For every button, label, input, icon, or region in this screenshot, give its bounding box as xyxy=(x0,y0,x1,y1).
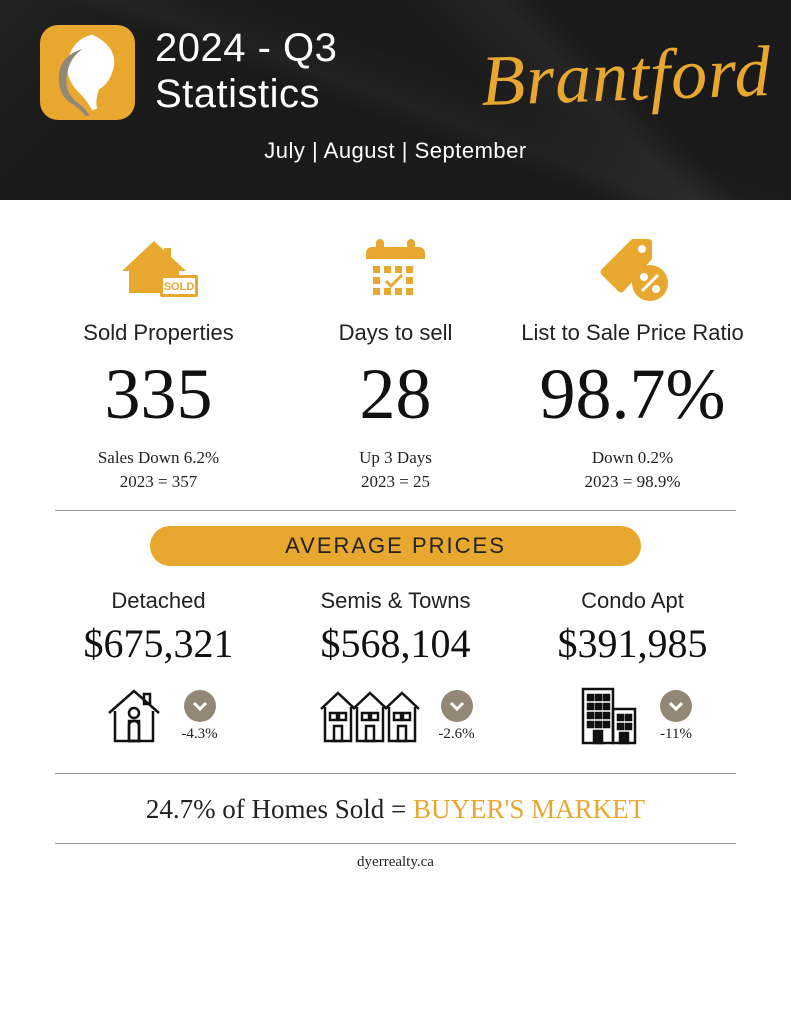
market-prefix: 24.7% of Homes Sold = xyxy=(146,794,413,824)
stat-value: 335 xyxy=(40,358,277,430)
chevron-down-icon xyxy=(184,690,216,722)
change-value: -2.6% xyxy=(438,726,474,743)
brand-script: Brantford xyxy=(479,30,772,123)
section-title-pill: AVERAGE PRICES xyxy=(150,526,641,566)
footer-url: dyerrealty.ca xyxy=(0,844,791,871)
stat-sub2: 2023 = 98.9% xyxy=(514,472,751,492)
price-label: Semis & Towns xyxy=(277,588,514,614)
market-summary: 24.7% of Homes Sold = BUYER'S MARKET xyxy=(0,774,791,843)
price-bottom: -11% xyxy=(514,681,751,751)
price-bottom: -4.3% xyxy=(40,681,277,751)
price-label: Condo Apt xyxy=(514,588,751,614)
svg-text:SOLD: SOLD xyxy=(163,281,194,293)
months-subtitle: July | August | September xyxy=(40,138,751,164)
logo-icon xyxy=(40,25,135,120)
stat-ratio: List to Sale Price Ratio 98.7% Down 0.2%… xyxy=(514,230,751,492)
change-group: -2.6% xyxy=(438,690,474,743)
stat-sold: SOLD Sold Properties 335 Sales Down 6.2%… xyxy=(40,230,277,492)
change-group: -11% xyxy=(660,690,692,743)
stat-sub1: Down 0.2% xyxy=(514,448,751,468)
calendar-icon xyxy=(277,230,514,310)
building-icon xyxy=(573,681,648,751)
stat-sub2: 2023 = 357 xyxy=(40,472,277,492)
chevron-down-icon xyxy=(660,690,692,722)
price-bottom: -2.6% xyxy=(277,681,514,751)
house-icon xyxy=(99,681,169,751)
price-detached: Detached $675,321 -4.3% xyxy=(40,588,277,751)
stat-sub2: 2023 = 25 xyxy=(277,472,514,492)
price-value: $391,985 xyxy=(514,620,751,667)
price-value: $675,321 xyxy=(40,620,277,667)
change-value: -11% xyxy=(660,726,692,743)
price-label: Detached xyxy=(40,588,277,614)
header-top: 2024 - Q3 Statistics Brantford xyxy=(40,25,751,120)
stat-days: Days to sell 28 Up 3 Days 2023 = 25 xyxy=(277,230,514,492)
stat-value: 28 xyxy=(277,358,514,430)
chevron-down-icon xyxy=(441,690,473,722)
change-group: -4.3% xyxy=(181,690,217,743)
stat-label: Sold Properties xyxy=(40,320,277,346)
stats-row: SOLD Sold Properties 335 Sales Down 6.2%… xyxy=(0,200,791,510)
stat-sub1: Up 3 Days xyxy=(277,448,514,468)
stat-value: 98.7% xyxy=(514,358,751,430)
market-accent: BUYER'S MARKET xyxy=(413,794,645,824)
price-tag-icon xyxy=(514,230,751,310)
stat-label: List to Sale Price Ratio xyxy=(514,320,751,346)
house-sold-icon: SOLD xyxy=(40,230,277,310)
price-condo: Condo Apt $391,985 -11% xyxy=(514,588,751,751)
prices-row: Detached $675,321 -4.3% Semis & Towns $5… xyxy=(0,588,791,773)
change-value: -4.3% xyxy=(181,726,217,743)
price-semis: Semis & Towns $568,104 -2.6% xyxy=(277,588,514,751)
stat-label: Days to sell xyxy=(277,320,514,346)
divider xyxy=(55,510,736,511)
price-value: $568,104 xyxy=(277,620,514,667)
stat-sub1: Sales Down 6.2% xyxy=(40,448,277,468)
townhouses-icon xyxy=(316,681,426,751)
header: 2024 - Q3 Statistics Brantford July | Au… xyxy=(0,0,791,200)
